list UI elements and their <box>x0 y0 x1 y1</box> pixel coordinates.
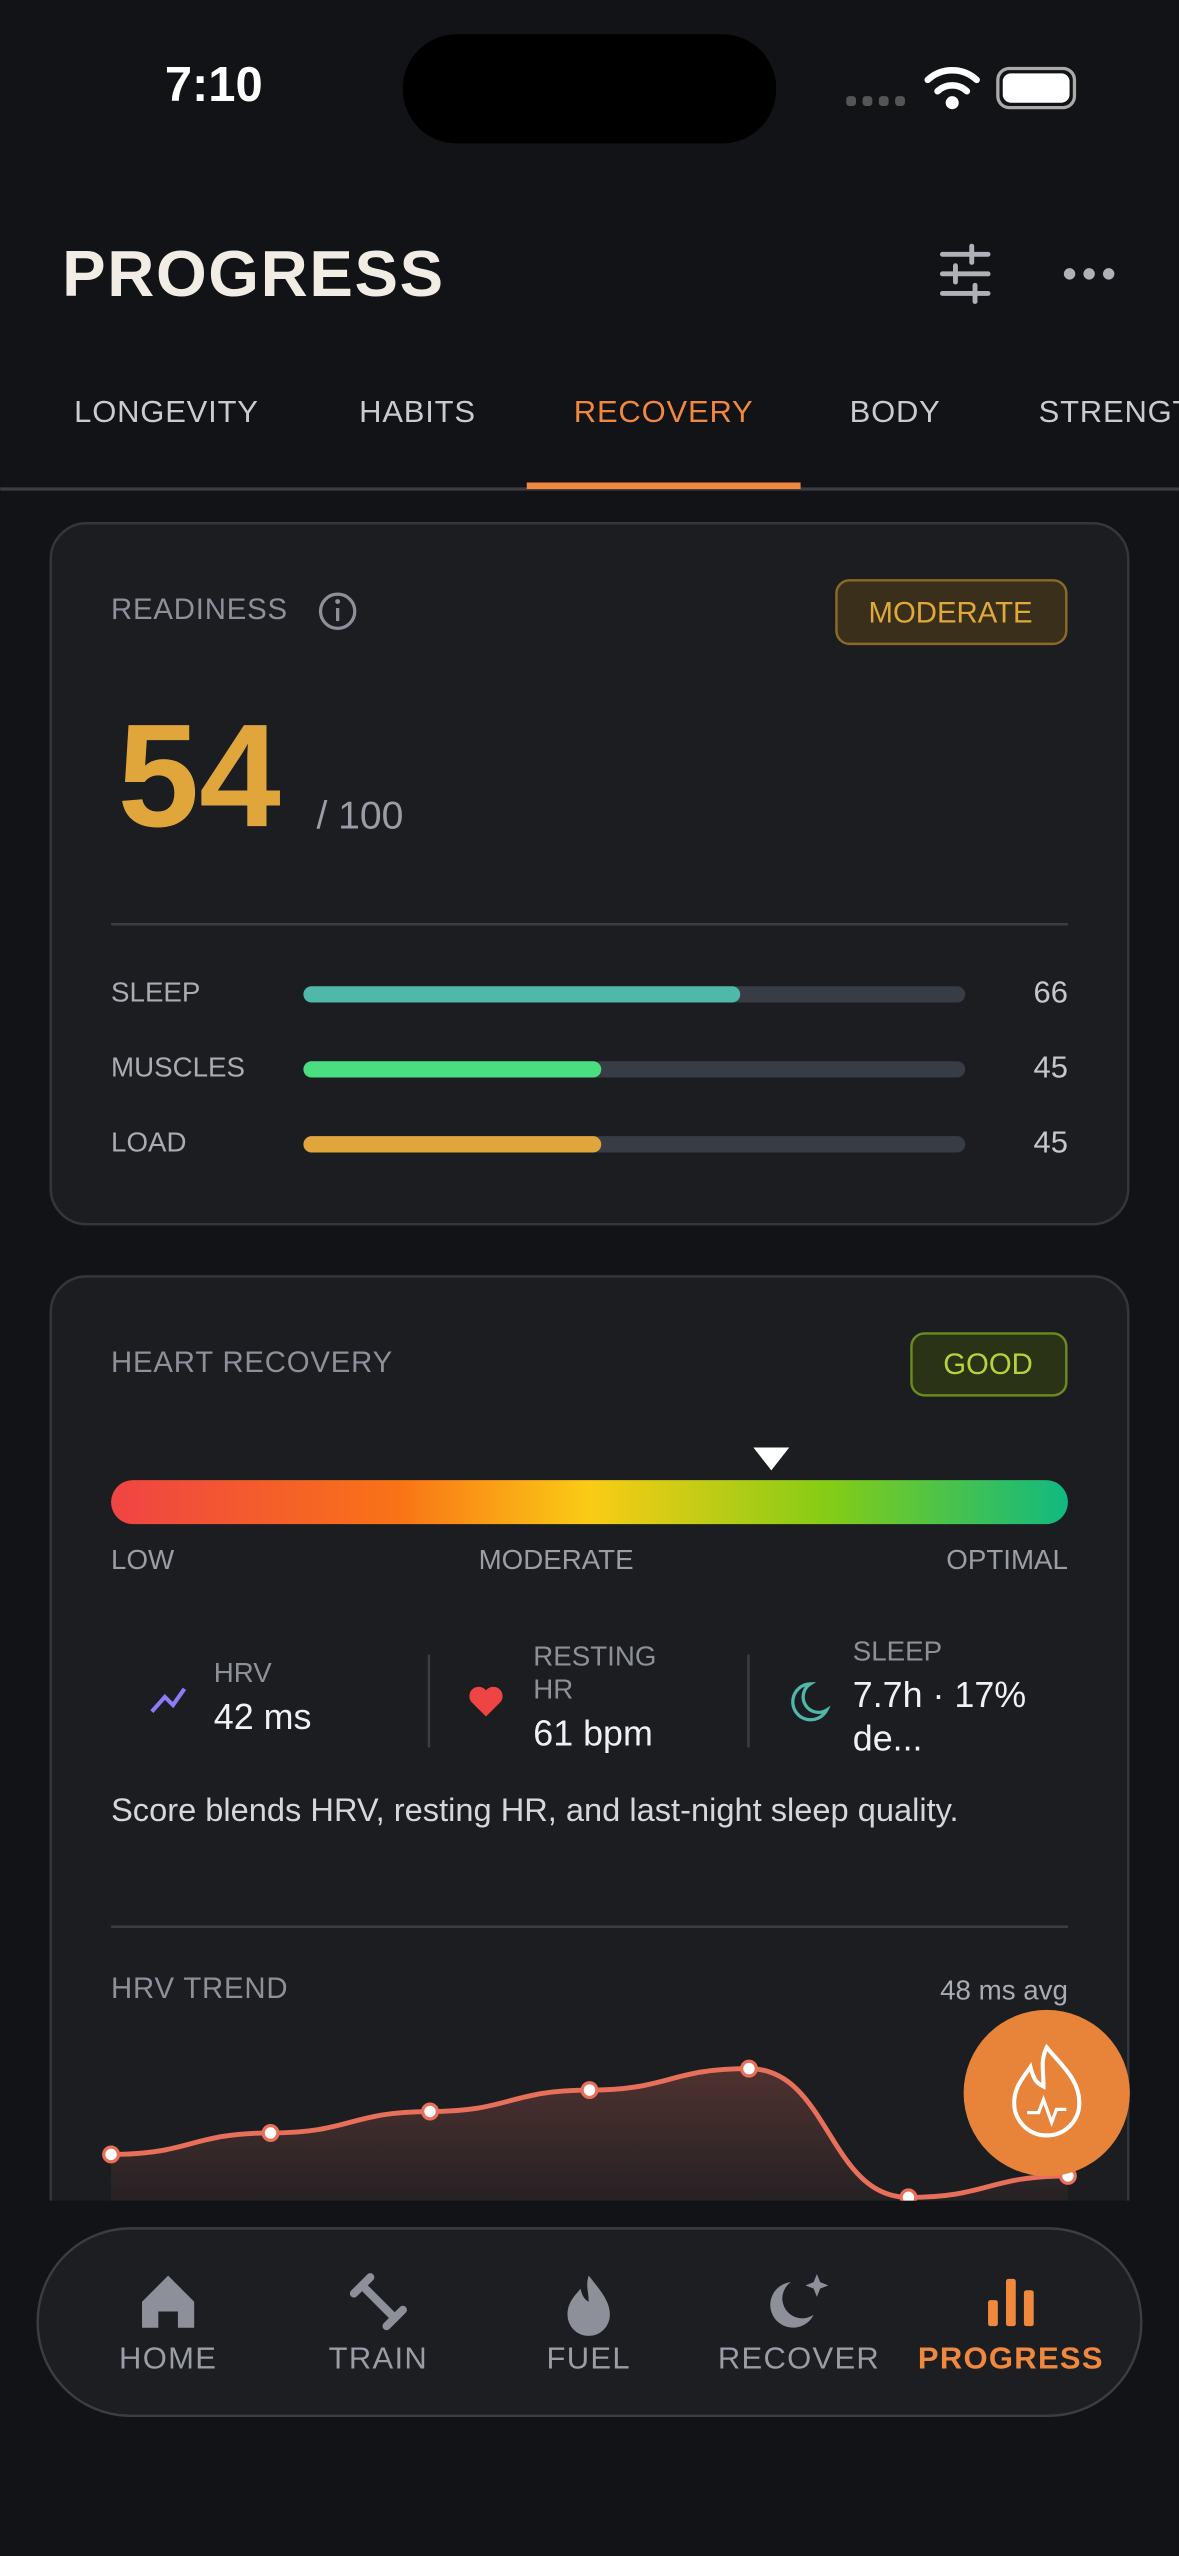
gauge-label: OPTIMAL <box>946 1544 1068 1575</box>
row-value: 66 <box>1033 975 1067 1010</box>
gauge-marker <box>753 1447 790 1471</box>
nav-label[interactable]: RECOVER <box>718 2341 880 2376</box>
tab[interactable]: RECOVERY <box>574 394 754 429</box>
moon-icon <box>791 1682 831 1722</box>
trend-point <box>102 2145 121 2164</box>
bar <box>303 1061 602 1078</box>
page-title: PROGRESS <box>62 237 445 310</box>
bar <box>303 986 741 1003</box>
home-icon <box>142 2275 195 2328</box>
row-label: MUSCLES <box>111 1052 245 1083</box>
readiness-card <box>49 522 1130 1226</box>
row-value: 45 <box>1033 1125 1067 1160</box>
tab[interactable]: HABITS <box>359 394 476 429</box>
metric-value: 7.7h · 17% de... <box>853 1676 1026 1759</box>
nav-label[interactable]: FUEL <box>546 2341 630 2376</box>
filter-button[interactable] <box>939 243 991 305</box>
trend-average: 48 ms avg <box>940 1974 1068 2005</box>
card-title: HEART RECOVERY <box>111 1346 393 1379</box>
metric-label: HRV <box>214 1657 273 1688</box>
trend-title: HRV TREND <box>111 1972 288 2005</box>
gauge-label: MODERATE <box>479 1544 634 1575</box>
dynamic-island <box>402 34 777 144</box>
progress-icon <box>988 2278 1034 2327</box>
badge <box>835 579 1068 646</box>
tab[interactable]: STRENGTH <box>1039 394 1179 429</box>
trend-point <box>899 2188 918 2201</box>
badge-text: GOOD <box>943 1348 1033 1381</box>
gauge-label: LOW <box>111 1544 175 1575</box>
trend-point <box>580 2081 599 2100</box>
gauge-bar <box>111 1480 1068 1525</box>
nav-label[interactable]: TRAIN <box>329 2341 428 2376</box>
trend-area <box>111 2068 1068 2201</box>
fab[interactable] <box>963 2009 1130 2177</box>
recover-icon <box>770 2273 829 2328</box>
metric-label: RESTING HR <box>533 1641 656 1705</box>
hrv-icon <box>150 1687 187 1713</box>
battery <box>996 66 1077 110</box>
time: 7:10 <box>165 58 263 112</box>
badge-text: MODERATE <box>869 596 1033 629</box>
metric-value: 61 bpm <box>533 1714 653 1754</box>
info-icon[interactable] <box>318 592 357 631</box>
row-label: LOAD <box>111 1127 186 1158</box>
nav-label[interactable]: HOME <box>119 2341 217 2376</box>
fuel-icon <box>567 2275 610 2336</box>
trend-point <box>740 2059 758 2078</box>
nav-label[interactable]: PROGRESS <box>918 2341 1104 2376</box>
tab[interactable]: LONGEVITY <box>74 394 259 429</box>
card-title: READINESS <box>111 593 288 626</box>
trend-point <box>421 2102 439 2121</box>
note-text: Score blends HRV, resting HR, and last-n… <box>111 1793 959 1829</box>
bar <box>303 1136 602 1153</box>
signal <box>846 96 905 106</box>
trend-point <box>261 2124 280 2142</box>
heart-icon <box>469 1686 503 1717</box>
wifi <box>924 67 980 110</box>
train-icon <box>349 2273 407 2331</box>
row-value: 45 <box>1033 1050 1067 1085</box>
score: 54 <box>118 694 281 858</box>
row-label: SLEEP <box>111 977 200 1008</box>
score-max: / 100 <box>316 795 403 838</box>
tab-indicator <box>526 482 801 490</box>
battery-level <box>1002 73 1070 103</box>
more-button[interactable] <box>1063 268 1115 280</box>
metric-label: SLEEP <box>853 1636 942 1667</box>
metric-value: 42 ms <box>214 1697 312 1737</box>
tab[interactable]: BODY <box>850 394 941 429</box>
note: Score blends HRV, resting HR, and last-n… <box>111 1793 959 1829</box>
badge <box>910 1332 1068 1397</box>
